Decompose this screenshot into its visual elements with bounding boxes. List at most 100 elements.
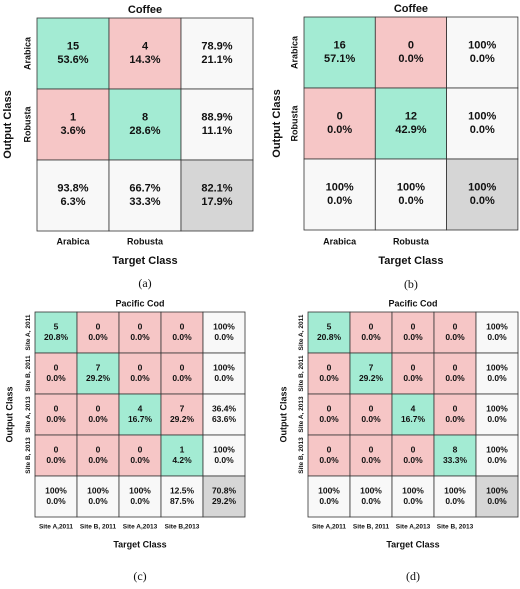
summary-value: 66.7% xyxy=(129,183,160,195)
cell-value: 7 xyxy=(369,362,374,372)
cell-value: 0 xyxy=(453,403,458,413)
cell xyxy=(391,352,435,395)
summary-value: 100% xyxy=(486,321,508,331)
cell-value: 0 xyxy=(54,362,59,372)
cell-value: 0.0% xyxy=(361,414,381,424)
cell-value: 57.1% xyxy=(324,53,355,65)
cell xyxy=(36,17,110,90)
overall-value: 100% xyxy=(486,485,508,495)
cell-value: 29.2% xyxy=(359,373,384,383)
cell-value: 14.3% xyxy=(129,54,160,66)
cell-value: 0 xyxy=(96,403,101,413)
cell xyxy=(475,352,519,395)
cell xyxy=(446,87,519,160)
cell-value: 0 xyxy=(327,444,332,454)
cell xyxy=(108,17,182,90)
summary-value: 100% xyxy=(87,485,109,495)
cell-value: 0.0% xyxy=(172,373,192,383)
cell-value: 0.0% xyxy=(403,455,423,465)
summary-value: 0.0% xyxy=(361,496,381,506)
x-axis-label: Target Class xyxy=(113,539,166,549)
summary-value: 88.9% xyxy=(201,112,232,124)
summary-value: 100% xyxy=(360,485,382,495)
row-label: Site A, 2013 xyxy=(298,396,305,433)
cell xyxy=(108,159,182,232)
cell xyxy=(34,393,78,436)
summary-value: 100% xyxy=(213,321,235,331)
cell-value: 0.0% xyxy=(172,332,192,342)
summary-value: 36.4% xyxy=(212,403,237,413)
cell-value: 4 xyxy=(411,403,416,413)
cell-value: 0 xyxy=(337,111,343,123)
summary-value: 0.0% xyxy=(214,455,234,465)
cell-value: 0 xyxy=(138,362,143,372)
cell-value: 0.0% xyxy=(403,332,423,342)
summary-value: 0.0% xyxy=(214,332,234,342)
summary-value: 100% xyxy=(468,111,496,123)
col-label: Site A,2011 xyxy=(39,524,73,531)
summary-value: 0.0% xyxy=(46,496,66,506)
overall-value: 0.0% xyxy=(487,496,507,506)
summary-value: 100% xyxy=(486,403,508,413)
cell xyxy=(76,311,120,354)
summary-value: 100% xyxy=(402,485,424,495)
cell xyxy=(118,393,162,436)
cell-value: 0.0% xyxy=(130,332,150,342)
cell xyxy=(475,475,519,518)
cell-value: 16.7% xyxy=(128,414,153,424)
overall-value: 100% xyxy=(468,182,496,194)
summary-value: 100% xyxy=(213,362,235,372)
x-axis-label: Target Class xyxy=(386,539,439,549)
caption: (a) xyxy=(138,276,151,290)
cell-value: 29.2% xyxy=(170,414,195,424)
cell-value: 0 xyxy=(327,362,332,372)
col-label: Arabica xyxy=(323,236,357,246)
cell-value: 0 xyxy=(369,321,374,331)
caption: (b) xyxy=(404,277,418,291)
cell-value: 4.2% xyxy=(172,455,192,465)
cell xyxy=(108,88,182,161)
cell xyxy=(307,352,351,395)
cell-value: 0.0% xyxy=(130,455,150,465)
summary-value: 100% xyxy=(45,485,67,495)
summary-value: 0.0% xyxy=(470,53,495,65)
col-label: Site A,2011 xyxy=(312,524,346,531)
summary-value: 87.5% xyxy=(170,496,195,506)
cell-value: 33.3% xyxy=(443,455,468,465)
summary-value: 0.0% xyxy=(487,373,507,383)
cell-value: 0.0% xyxy=(88,455,108,465)
cell xyxy=(307,434,351,477)
overall-value: 82.1% xyxy=(201,183,232,195)
cell xyxy=(202,393,246,436)
col-label: Site B, 2011 xyxy=(353,524,390,531)
cell-value: 16 xyxy=(334,40,346,52)
cell-value: 1 xyxy=(70,112,76,124)
summary-value: 78.9% xyxy=(201,41,232,53)
cell-value: 0 xyxy=(96,321,101,331)
row-label: Site A, 2011 xyxy=(25,314,32,350)
cell xyxy=(433,434,477,477)
cell-value: 8 xyxy=(142,112,148,124)
row-label: Site B, 2011 xyxy=(25,355,32,392)
overall-value: 29.2% xyxy=(212,496,237,506)
cell xyxy=(303,87,376,160)
cell-value: 0.0% xyxy=(130,373,150,383)
cell xyxy=(374,87,447,160)
cell-value: 0.0% xyxy=(46,373,66,383)
cell-value: 0.0% xyxy=(46,455,66,465)
cell-value: 0 xyxy=(180,362,185,372)
cell-value: 0.0% xyxy=(319,414,339,424)
row-label: Site B, 2011 xyxy=(298,355,305,392)
summary-value: 0.0% xyxy=(398,195,423,207)
summary-value: 33.3% xyxy=(129,196,160,208)
cell-value: 5 xyxy=(327,321,332,331)
summary-value: 100% xyxy=(318,485,340,495)
cell-value: 0.0% xyxy=(327,124,352,136)
cell-value: 0 xyxy=(54,444,59,454)
cell-value: 0 xyxy=(138,321,143,331)
cell xyxy=(118,311,162,354)
cell xyxy=(433,475,477,518)
overall-value: 17.9% xyxy=(201,196,232,208)
summary-value: 100% xyxy=(486,444,508,454)
cell xyxy=(34,475,78,518)
